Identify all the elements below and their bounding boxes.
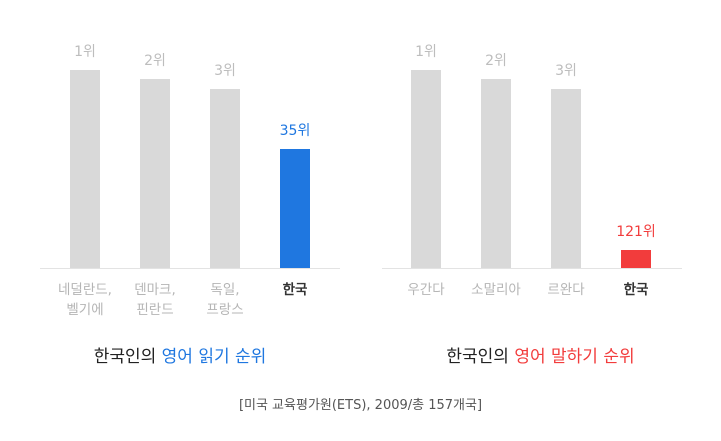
reading-rank-label-1: 1위	[74, 44, 96, 60]
reading-chart-title: 한국인의 영어 읽기 순위	[0, 342, 360, 367]
reading-category-label-1-line-2: 벨기에	[66, 302, 103, 318]
reading-title-prefix: 한국인의	[93, 347, 162, 367]
speaking-category-label-4: 한국	[624, 282, 649, 298]
speaking-rank-label-4: 121위	[616, 224, 656, 240]
reading-category-label-1-line-1: 네덜란드,	[58, 282, 112, 298]
speaking-rank-label-2: 2위	[485, 53, 507, 69]
source-note: [미국 교육평가원(ETS), 2009/총 157개국]	[238, 398, 483, 413]
speaking-bar-3	[551, 89, 581, 268]
speaking-rank-label-1: 1위	[415, 44, 437, 60]
reading-category-label-4: 한국	[283, 282, 308, 298]
reading-bar-2	[140, 79, 170, 268]
reading-bar-4	[280, 149, 310, 268]
reading-bar-3	[210, 89, 240, 268]
reading-category-label-2-line-2: 핀란드	[136, 302, 173, 318]
speaking-bar-4	[621, 250, 651, 268]
reading-title-emphasis: 영어 읽기 순위	[161, 347, 267, 367]
speaking-title-prefix: 한국인의	[446, 347, 515, 367]
speaking-chart-title: 한국인의 영어 말하기 순위	[360, 342, 721, 367]
speaking-category-label-2: 소말리아	[471, 282, 521, 298]
reading-category-label-2-line-1: 덴마크,	[134, 282, 176, 298]
speaking-bar-1	[411, 70, 441, 268]
speaking-category-label-3: 르완다	[547, 282, 585, 298]
speaking-bar-2	[481, 79, 511, 268]
reading-bar-1	[70, 70, 100, 268]
reading-category-label-3-line-1: 독일,	[210, 282, 239, 298]
speaking-title-emphasis: 영어 말하기 순위	[514, 347, 635, 367]
reading-rank-label-3: 3위	[214, 63, 236, 79]
reading-category-label-3-line-2: 프랑스	[206, 302, 243, 318]
speaking-rank-label-3: 3위	[555, 63, 577, 79]
reading-rank-label-4: 35위	[280, 123, 311, 139]
reading-rank-label-2: 2위	[144, 53, 166, 69]
speaking-category-label-1: 우간다	[407, 282, 445, 298]
